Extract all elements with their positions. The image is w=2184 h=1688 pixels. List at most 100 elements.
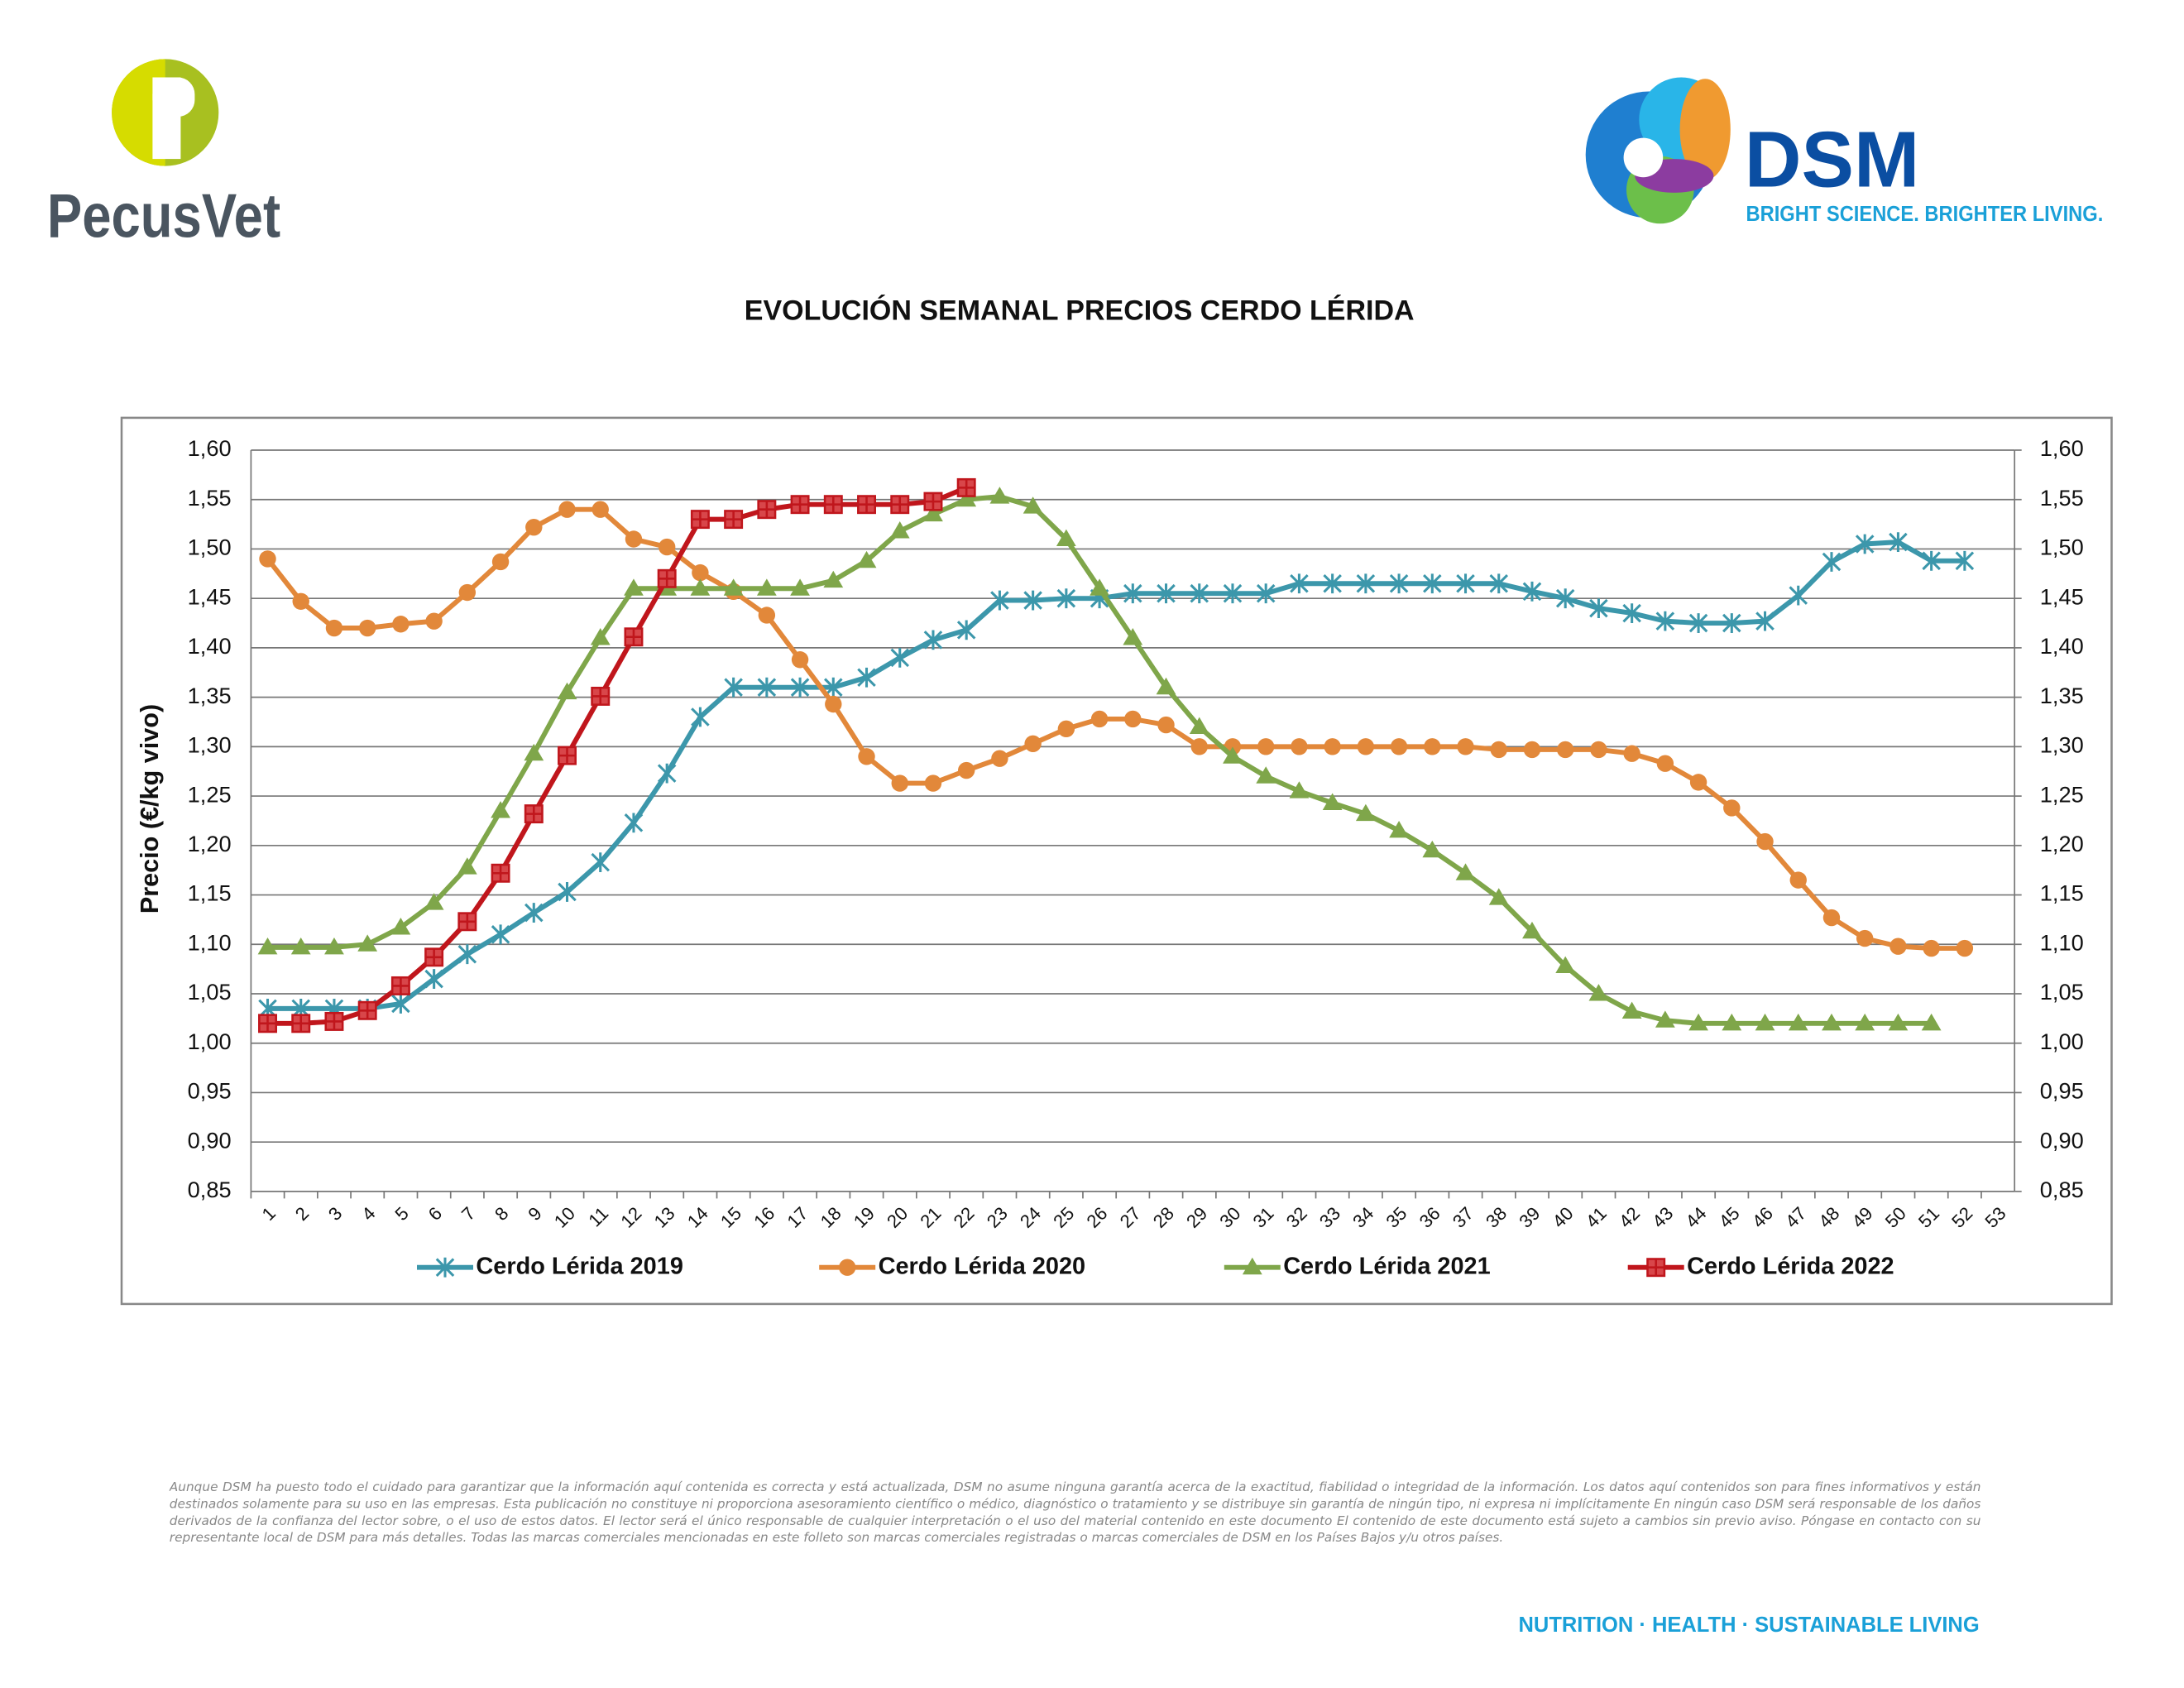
marker <box>858 748 875 765</box>
x-tick-label: 6 <box>424 1203 446 1225</box>
y2-tick-label: 1,45 <box>2040 583 2084 609</box>
marker <box>1755 1013 1775 1031</box>
marker <box>1355 803 1376 822</box>
marker <box>1788 1013 1808 1031</box>
x-tick-label: 4 <box>357 1203 379 1225</box>
marker <box>790 495 810 515</box>
marker <box>657 568 677 588</box>
marker <box>1822 909 1841 927</box>
x-tick-label: 25 <box>1049 1203 1078 1232</box>
x-tick-label: 7 <box>457 1203 479 1225</box>
marker-cross <box>259 1014 276 1033</box>
y-axis-label: Precio (€/kg vivo) <box>136 704 164 914</box>
y-tick-label: 1,10 <box>188 929 232 955</box>
y2-tick-label: 1,60 <box>2040 435 2084 461</box>
series-line <box>267 539 1965 1011</box>
disclaimer-box: Aunque DSM ha puesto todo el cuidado par… <box>170 1481 1981 1546</box>
marker <box>1922 550 1941 571</box>
marker-cross <box>491 865 510 882</box>
marker <box>690 578 711 596</box>
y2-tick-label: 0,85 <box>2040 1177 2084 1202</box>
y2-tick-label: 1,55 <box>2040 485 2084 511</box>
marker <box>1190 583 1209 604</box>
x-tick-label: 9 <box>524 1203 545 1225</box>
y-tick-label: 1,40 <box>188 633 232 659</box>
legend-label: Cerdo Lérida 2019 <box>476 1253 682 1279</box>
marker <box>658 538 676 556</box>
marker <box>1789 585 1808 606</box>
marker-cross <box>558 746 576 765</box>
x-tick-label: 21 <box>916 1203 945 1232</box>
marker <box>1556 741 1574 759</box>
x-tick-label: 48 <box>1814 1203 1843 1232</box>
marker <box>292 592 309 610</box>
marker <box>324 937 344 955</box>
y-tick-label: 1,45 <box>188 583 232 609</box>
y-tick-label: 1,55 <box>188 485 232 511</box>
marker-cross <box>292 1014 309 1033</box>
marker <box>1956 939 1974 957</box>
marker <box>1590 741 1607 759</box>
marker <box>1023 590 1042 611</box>
marker <box>1256 766 1276 784</box>
marker-cross <box>692 511 709 528</box>
x-tick-label: 23 <box>983 1203 1012 1232</box>
marker <box>1588 984 1609 1001</box>
marker <box>1457 738 1474 755</box>
marker <box>557 682 577 700</box>
y-tick-label: 1,60 <box>188 435 232 461</box>
marker <box>258 1014 277 1033</box>
x-tick-label: 41 <box>1582 1203 1611 1232</box>
y2-tick-label: 1,30 <box>2040 732 2084 758</box>
y2-tick-label: 1,20 <box>2040 831 2084 856</box>
marker-cross <box>725 511 742 528</box>
x-tick-label: 34 <box>1348 1203 1377 1232</box>
marker <box>857 667 876 688</box>
marker <box>1889 938 1907 955</box>
x-tick-label: 45 <box>1715 1203 1744 1232</box>
marker <box>1722 1013 1742 1031</box>
marker <box>1656 755 1674 772</box>
series <box>258 532 1975 1019</box>
marker <box>1123 628 1143 645</box>
marker <box>1357 738 1375 755</box>
marker <box>891 774 908 792</box>
y-tick-label: 1,20 <box>188 831 232 856</box>
marker <box>1555 956 1576 974</box>
legend-label: Cerdo Lérida 2022 <box>1687 1253 1894 1279</box>
marker <box>1291 738 1308 755</box>
x-tick-label: 2 <box>291 1203 313 1225</box>
marker-cross <box>658 570 676 587</box>
marker-cross <box>758 501 776 518</box>
legend-label: Cerdo Lérida 2020 <box>879 1253 1086 1279</box>
marker <box>691 707 710 727</box>
marker <box>524 903 544 923</box>
marker <box>723 578 744 596</box>
x-tick-label: 27 <box>1116 1203 1145 1232</box>
tagline: BRIGHT SCIENCE. BRIGHTER LIVING. <box>1746 203 2103 226</box>
logo-shape <box>112 59 165 166</box>
marker <box>1423 573 1442 594</box>
y-tick-label: 0,90 <box>188 1127 232 1153</box>
logo-text: DSM <box>1745 117 1920 204</box>
y2-tick-label: 1,05 <box>2040 979 2084 1005</box>
y2-tick-label: 1,35 <box>2040 683 2084 708</box>
marker-cross <box>592 688 609 705</box>
marker <box>491 924 510 945</box>
y-tick-label: 0,85 <box>188 1177 232 1202</box>
y2-tick-label: 0,90 <box>2040 1127 2084 1153</box>
slogan: NUTRITION · HEALTH · SUSTAINABLE LIVING <box>1518 1614 1979 1637</box>
marker <box>1855 534 1875 554</box>
series <box>259 501 1974 957</box>
marker <box>1390 738 1408 755</box>
marker <box>825 695 842 713</box>
marker <box>857 495 876 515</box>
marker-cross <box>791 496 809 513</box>
marker <box>1723 799 1741 817</box>
x-tick-label: 16 <box>750 1203 778 1232</box>
marker <box>1822 552 1842 572</box>
marker <box>823 570 844 588</box>
marker <box>1056 529 1076 547</box>
y-tick-label: 1,25 <box>188 781 232 807</box>
